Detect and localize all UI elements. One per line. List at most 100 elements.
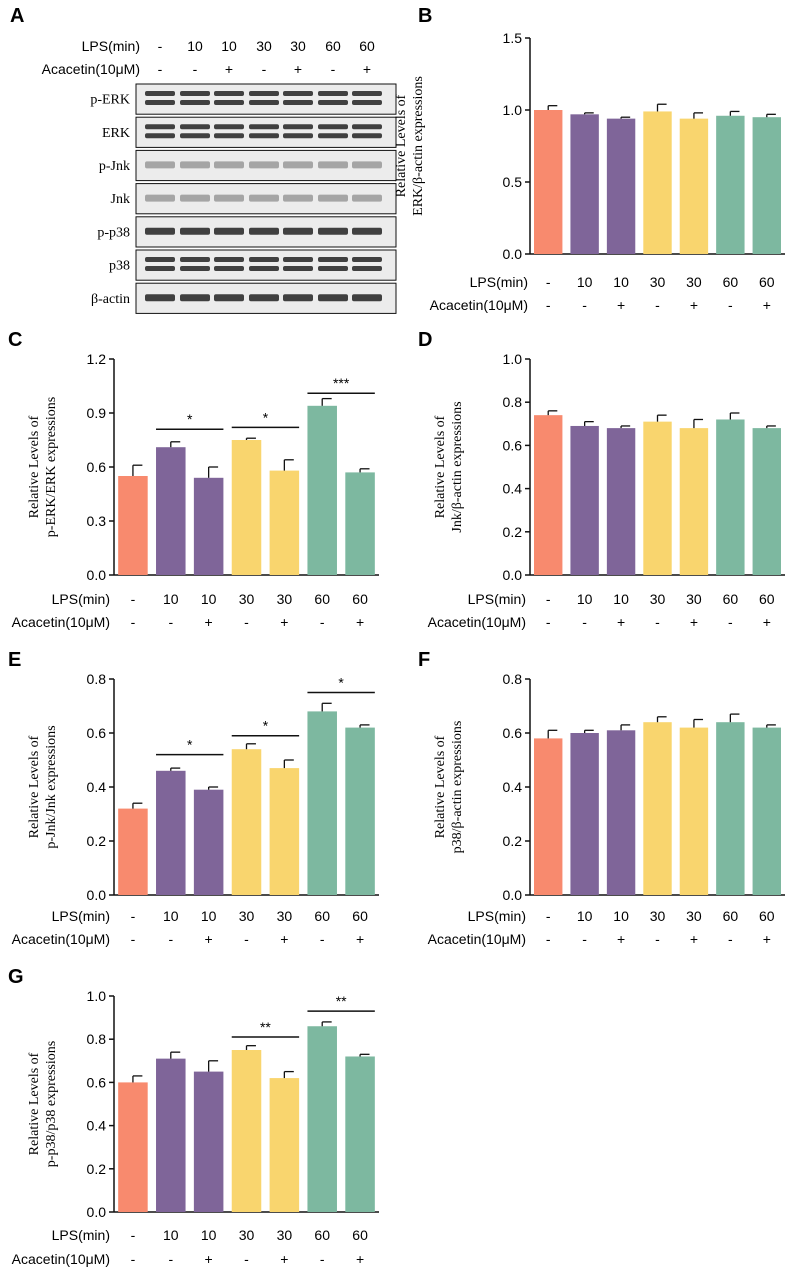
acacetin-value: - xyxy=(158,61,163,77)
blot-band xyxy=(283,266,313,271)
blot-band xyxy=(352,100,382,105)
blot-band xyxy=(214,266,244,271)
lps-value: - xyxy=(158,38,163,54)
lps-label: LPS(min) xyxy=(52,908,110,924)
acacetin-label: Acacetin(10μM) xyxy=(428,614,526,630)
lps-value: 30 xyxy=(277,908,293,924)
lps-value: 10 xyxy=(613,274,629,290)
blot-band xyxy=(283,194,313,202)
acacetin-value: - xyxy=(168,931,173,947)
lps-value: 30 xyxy=(650,274,666,290)
bar xyxy=(307,1026,337,1212)
bar xyxy=(193,789,224,895)
bar xyxy=(156,1058,186,1212)
acacetin-value: - xyxy=(320,931,325,947)
blot-band xyxy=(145,124,175,130)
lps-label: LPS(min) xyxy=(470,274,528,290)
blot-band xyxy=(145,194,175,202)
blot-band xyxy=(249,266,279,271)
lps-value: 60 xyxy=(314,1227,330,1243)
blot-band xyxy=(318,227,348,235)
blot-band xyxy=(352,124,382,130)
lps-label: LPS(min) xyxy=(52,1227,110,1243)
bar xyxy=(679,727,709,895)
lps-value: 10 xyxy=(221,38,237,54)
y-tick-label: 0.6 xyxy=(87,459,107,475)
lps-value: 30 xyxy=(686,274,702,290)
y-tick-label: 0.4 xyxy=(87,1118,107,1134)
bar xyxy=(752,727,781,895)
bar xyxy=(643,111,672,254)
acacetin-value: - xyxy=(168,614,173,630)
y-axis-label-line: Relative Levels of xyxy=(27,415,42,518)
y-tick-label: 0.3 xyxy=(87,513,107,529)
panel-letter: F xyxy=(418,649,430,671)
lps-value: 10 xyxy=(613,908,629,924)
y-tick-label: 1.5 xyxy=(503,30,523,46)
blot-band xyxy=(180,227,210,235)
acacetin-value: - xyxy=(582,297,587,313)
bar xyxy=(679,428,709,575)
acacetin-value: + xyxy=(205,614,213,630)
bar xyxy=(118,476,148,575)
y-axis-label: Relative Levels of ERK/β-actin expression… xyxy=(394,76,426,216)
lps-value: 30 xyxy=(650,908,666,924)
acacetin-value: - xyxy=(244,614,249,630)
blot-band xyxy=(145,91,175,96)
acacetin-value: + xyxy=(205,1251,213,1267)
blot-band xyxy=(249,294,279,302)
bar xyxy=(345,727,375,895)
significance-marker: ** xyxy=(260,1019,271,1035)
y-tick-label: 0.6 xyxy=(87,725,107,741)
acacetin-value: - xyxy=(728,931,733,947)
acacetin-value: + xyxy=(280,931,288,947)
bar xyxy=(345,1056,375,1212)
y-tick-label: 0.5 xyxy=(503,174,523,190)
blot-band xyxy=(249,133,279,139)
acacetin-value: - xyxy=(168,1251,173,1267)
bar xyxy=(156,447,186,575)
acacetin-value: + xyxy=(617,931,625,947)
acacetin-value: - xyxy=(582,614,587,630)
blot-band xyxy=(145,161,175,169)
bar xyxy=(570,425,599,575)
blot-band xyxy=(249,257,279,262)
blot-row-label: β-actin xyxy=(91,292,130,307)
y-tick-label: 0.8 xyxy=(87,1031,107,1047)
y-axis-label: Relative Levels of p-ERK/ERK expressions xyxy=(27,397,59,537)
bar xyxy=(345,472,375,575)
lps-value: 60 xyxy=(325,38,341,54)
lps-value: - xyxy=(131,908,136,924)
y-axis-label-line: Relative Levels of xyxy=(27,1052,42,1155)
lps-value: 30 xyxy=(686,591,702,607)
bar xyxy=(156,770,186,895)
blot-band xyxy=(352,91,382,96)
acacetin-value: + xyxy=(225,61,233,77)
y-axis-label-line: p-ERK/ERK expressions xyxy=(44,397,59,537)
blot-band xyxy=(352,294,382,302)
y-axis-label-line: Jnk/β-actin expressions xyxy=(450,401,465,532)
panel-letter-a: A xyxy=(10,5,24,27)
blot-band xyxy=(283,227,313,235)
acacetin-value: + xyxy=(280,614,288,630)
y-tick-label: 0.4 xyxy=(503,481,523,497)
acacetin-value: + xyxy=(617,297,625,313)
lps-value: 60 xyxy=(723,908,739,924)
acacetin-label: Acacetin(10μM) xyxy=(12,1251,110,1267)
y-tick-label: 0.0 xyxy=(503,567,523,583)
y-tick-label: 1.2 xyxy=(87,351,107,367)
blot-band xyxy=(249,227,279,235)
lps-value: 60 xyxy=(759,908,775,924)
acacetin-value: - xyxy=(131,614,136,630)
bar xyxy=(534,110,563,254)
acacetin-value: - xyxy=(655,931,660,947)
lps-value: 30 xyxy=(239,1227,255,1243)
y-tick-label: 0.0 xyxy=(503,887,523,903)
blot-band xyxy=(249,194,279,202)
bar xyxy=(118,1082,148,1212)
acacetin-value: + xyxy=(205,931,213,947)
blot-band xyxy=(145,133,175,139)
acacetin-value: + xyxy=(356,614,364,630)
chart-panel-b: B 0.0 0.5 1.0 1.5 Relative Levels of ERK/β-act… xyxy=(394,5,785,313)
